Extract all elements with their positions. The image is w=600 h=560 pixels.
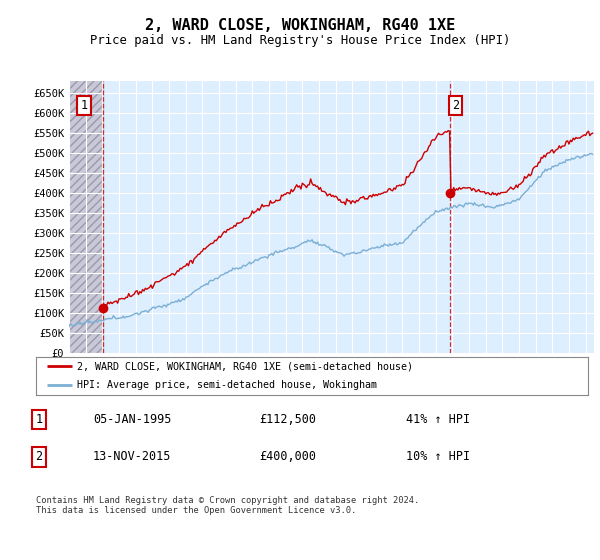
Text: 1: 1 [35, 413, 43, 426]
Text: Contains HM Land Registry data © Crown copyright and database right 2024.
This d: Contains HM Land Registry data © Crown c… [36, 496, 419, 515]
Text: £112,500: £112,500 [260, 413, 317, 426]
Text: 2: 2 [35, 450, 43, 463]
Text: 10% ↑ HPI: 10% ↑ HPI [406, 450, 470, 463]
Text: Price paid vs. HM Land Registry's House Price Index (HPI): Price paid vs. HM Land Registry's House … [90, 34, 510, 47]
Text: 2: 2 [452, 99, 459, 111]
Text: 2, WARD CLOSE, WOKINGHAM, RG40 1XE: 2, WARD CLOSE, WOKINGHAM, RG40 1XE [145, 18, 455, 32]
Text: 05-JAN-1995: 05-JAN-1995 [93, 413, 171, 426]
Text: 1: 1 [80, 99, 88, 111]
Text: HPI: Average price, semi-detached house, Wokingham: HPI: Average price, semi-detached house,… [77, 380, 377, 390]
Bar [69, 81, 103, 353]
Bar [69, 81, 103, 353]
Text: 13-NOV-2015: 13-NOV-2015 [93, 450, 171, 463]
Text: £400,000: £400,000 [260, 450, 317, 463]
Text: 2, WARD CLOSE, WOKINGHAM, RG40 1XE (semi-detached house): 2, WARD CLOSE, WOKINGHAM, RG40 1XE (semi… [77, 361, 413, 371]
Text: 41% ↑ HPI: 41% ↑ HPI [406, 413, 470, 426]
